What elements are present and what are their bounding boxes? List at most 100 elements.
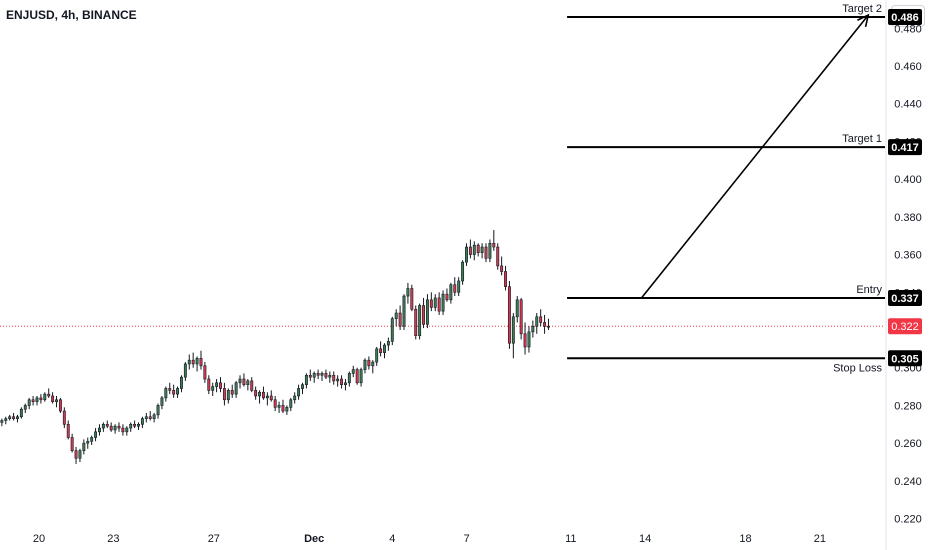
candle-body[interactable]	[66, 423, 70, 438]
candle-body[interactable]	[488, 242, 492, 259]
candle-body[interactable]	[472, 244, 476, 255]
candle-body[interactable]	[27, 399, 31, 406]
candle-body[interactable]	[519, 299, 523, 335]
candle-body[interactable]	[527, 331, 531, 348]
candle-body[interactable]	[312, 373, 316, 378]
candle-body[interactable]	[543, 322, 547, 327]
candle-body[interactable]	[94, 431, 98, 438]
candle-body[interactable]	[437, 297, 441, 312]
candle-body[interactable]	[62, 410, 66, 425]
candle-body[interactable]	[340, 378, 343, 385]
candle-body[interactable]	[297, 388, 301, 397]
candle-body[interactable]	[484, 246, 488, 259]
candle-body[interactable]	[418, 305, 422, 336]
candle-body[interactable]	[113, 425, 117, 431]
candle-body[interactable]	[461, 261, 465, 282]
candle-body[interactable]	[43, 393, 47, 401]
candle-body[interactable]	[539, 316, 543, 323]
candle-body[interactable]	[343, 382, 347, 385]
candle-body[interactable]	[406, 288, 410, 297]
candle-body[interactable]	[371, 361, 375, 367]
candle-body[interactable]	[19, 408, 23, 418]
candle-body[interactable]	[457, 280, 461, 293]
candle-body[interactable]	[316, 373, 320, 376]
candle-body[interactable]	[324, 373, 328, 378]
candle-body[interactable]	[293, 395, 297, 401]
candle-body[interactable]	[425, 299, 429, 325]
candle-body[interactable]	[117, 425, 121, 429]
candle-body[interactable]	[379, 348, 383, 353]
candle-body[interactable]	[238, 378, 242, 384]
candle-body[interactable]	[226, 390, 230, 401]
candle-body[interactable]	[308, 374, 312, 378]
candle-body[interactable]	[144, 416, 148, 419]
candle-body[interactable]	[148, 416, 152, 419]
candle-body[interactable]	[273, 399, 277, 408]
candle-body[interactable]	[394, 312, 398, 319]
candle-body[interactable]	[445, 293, 449, 301]
candle-body[interactable]	[242, 378, 246, 385]
candle-body[interactable]	[125, 427, 129, 433]
candle-body[interactable]	[332, 374, 336, 382]
candle-body[interactable]	[262, 391, 265, 399]
candle-body[interactable]	[441, 293, 445, 312]
candle-body[interactable]	[207, 378, 211, 391]
candle-body[interactable]	[140, 418, 144, 425]
candle-body[interactable]	[101, 423, 105, 429]
candle-body[interactable]	[215, 382, 219, 387]
candle-body[interactable]	[375, 348, 379, 363]
candle-body[interactable]	[121, 427, 125, 433]
candle-body[interactable]	[281, 405, 285, 412]
candle-body[interactable]	[176, 388, 180, 395]
candle-body[interactable]	[160, 397, 164, 406]
candle-body[interactable]	[172, 390, 176, 395]
candle-body[interactable]	[129, 423, 133, 429]
candle-body[interactable]	[465, 246, 468, 263]
candle-body[interactable]	[254, 390, 258, 397]
candle-body[interactable]	[301, 384, 304, 389]
candle-body[interactable]	[55, 399, 58, 402]
candle-body[interactable]	[496, 246, 500, 267]
candle-body[interactable]	[410, 288, 414, 310]
candle-body[interactable]	[429, 299, 433, 308]
candle-body[interactable]	[320, 373, 324, 376]
candle-body[interactable]	[70, 437, 74, 451]
candle-body[interactable]	[35, 397, 39, 402]
candle-body[interactable]	[523, 333, 527, 348]
candle-body[interactable]	[468, 246, 472, 255]
candle-body[interactable]	[277, 405, 281, 408]
candle-body[interactable]	[547, 325, 550, 328]
candle-body[interactable]	[476, 244, 480, 253]
candle-body[interactable]	[390, 318, 394, 342]
candle-body[interactable]	[511, 316, 515, 344]
candle-body[interactable]	[109, 425, 113, 431]
candle-body[interactable]	[422, 305, 425, 325]
candle-body[interactable]	[304, 374, 308, 385]
candle-body[interactable]	[535, 316, 539, 327]
candle-body[interactable]	[203, 365, 207, 380]
candle-body[interactable]	[195, 357, 199, 365]
candle-body[interactable]	[187, 359, 191, 365]
candle-body[interactable]	[336, 378, 340, 382]
candle-body[interactable]	[82, 442, 86, 451]
candle-body[interactable]	[98, 427, 101, 433]
candle-body[interactable]	[347, 373, 351, 384]
candle-body[interactable]	[199, 357, 203, 367]
candle-body[interactable]	[367, 359, 371, 367]
candle-body[interactable]	[8, 416, 12, 419]
candle-body[interactable]	[51, 395, 55, 402]
candle-body[interactable]	[234, 382, 238, 395]
candle-body[interactable]	[531, 325, 535, 333]
candle-body[interactable]	[328, 374, 332, 378]
candle-body[interactable]	[137, 423, 140, 427]
candle-body[interactable]	[58, 399, 62, 412]
candle-body[interactable]	[359, 369, 363, 384]
candle-body[interactable]	[504, 271, 507, 287]
candle-body[interactable]	[152, 414, 156, 419]
projection-arrow-line[interactable]	[640, 14, 869, 299]
candle-body[interactable]	[164, 388, 168, 399]
candle-body[interactable]	[355, 369, 359, 384]
candle-body[interactable]	[39, 397, 43, 401]
